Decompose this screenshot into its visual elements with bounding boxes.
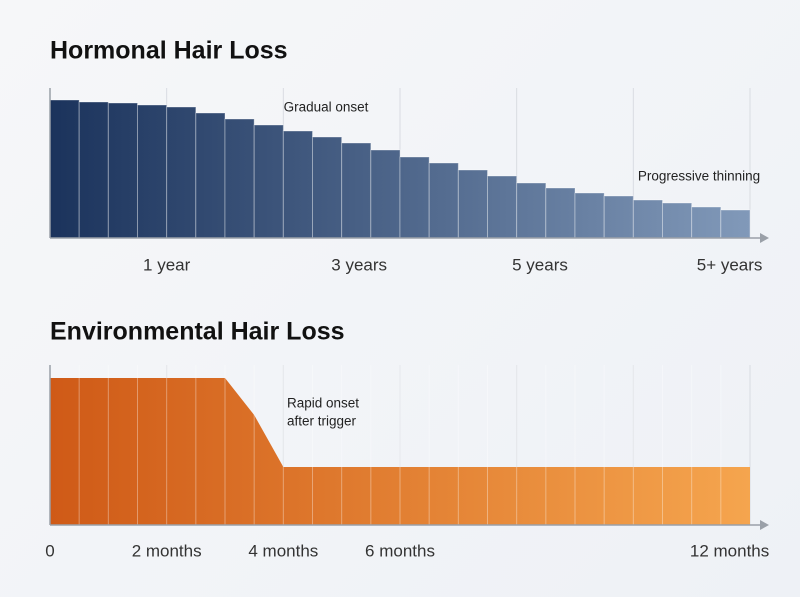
x-tick-label: 12 months: [690, 541, 769, 560]
bar: [691, 206, 722, 239]
bar: [195, 112, 226, 239]
bar: [457, 169, 489, 239]
bar: [253, 124, 284, 239]
x-tick-label: 1 year: [143, 255, 191, 274]
axis-arrow: [760, 233, 769, 243]
x-tick-label: 0: [45, 541, 54, 560]
annotation: Rapid onset: [287, 396, 359, 411]
bar: [49, 99, 80, 239]
bar: [516, 182, 547, 239]
bar: [428, 162, 459, 239]
x-tick-label: 5 years: [512, 255, 568, 274]
bar: [341, 142, 372, 239]
x-tick-label: 5+ years: [697, 255, 763, 274]
area: [50, 378, 750, 525]
bar: [107, 102, 139, 239]
axis-arrow: [760, 520, 769, 530]
bar: [720, 209, 751, 239]
x-tick-label: 2 months: [132, 541, 202, 560]
chart-title: Hormonal Hair Loss: [50, 37, 288, 65]
x-tick-label: 4 months: [248, 541, 318, 560]
bar: [78, 101, 109, 239]
bar: [399, 156, 430, 239]
bar: [632, 199, 663, 239]
bar: [603, 195, 634, 239]
x-tick-label: 6 months: [365, 541, 435, 560]
bar: [312, 136, 343, 239]
bar: [662, 202, 693, 239]
chart-title: Environmental Hair Loss: [50, 318, 345, 346]
bar: [545, 187, 576, 239]
x-tick-label: 3 years: [331, 255, 387, 274]
bar: [224, 118, 255, 239]
annotation: Gradual onset: [284, 100, 369, 115]
bar: [166, 106, 197, 239]
annotation: Progressive thinning: [638, 169, 760, 184]
bar: [487, 175, 518, 239]
annotation: after trigger: [287, 414, 357, 429]
bar: [574, 192, 605, 239]
bar: [370, 149, 401, 239]
bar: [282, 130, 314, 239]
bar: [137, 104, 168, 239]
